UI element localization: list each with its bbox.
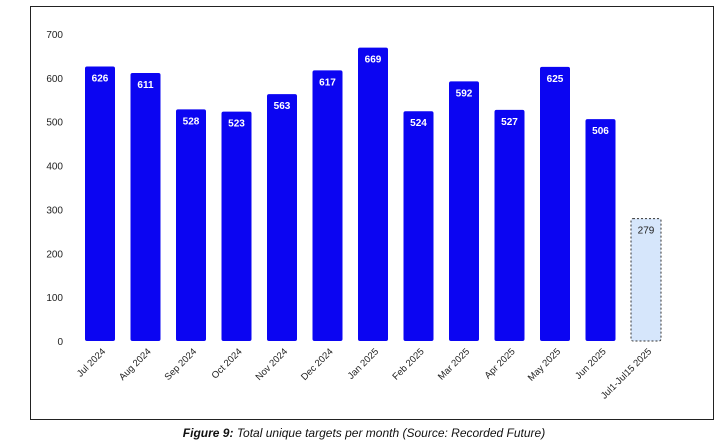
figure-caption: Figure 9: Total unique targets per month… — [0, 426, 728, 440]
x-tick-label: Oct 2024 — [210, 346, 245, 381]
y-tick-label: 200 — [46, 249, 63, 260]
bar-value-label: 523 — [228, 119, 245, 130]
x-tick-label: May 2025 — [526, 346, 563, 383]
y-tick-label: 0 — [57, 337, 63, 348]
x-tick-label: Nov 2024 — [254, 346, 291, 383]
x-tick-label: Feb 2025 — [390, 346, 426, 382]
bar — [312, 70, 343, 341]
x-tick-label: Jul 2024 — [75, 346, 108, 379]
y-tick-label: 500 — [46, 118, 63, 129]
bar — [85, 66, 115, 341]
x-tick-label: Sep 2024 — [163, 346, 200, 383]
bar — [176, 109, 206, 341]
y-tick-label: 300 — [46, 205, 63, 216]
bar-value-label: 506 — [592, 126, 609, 137]
bar — [130, 73, 161, 341]
bar-value-label: 669 — [365, 55, 382, 66]
x-tick-label: Aug 2024 — [117, 346, 154, 383]
y-tick-label: 600 — [46, 74, 63, 85]
bar-value-label: 524 — [410, 118, 427, 129]
x-tick-label: Jun 2025 — [573, 346, 608, 381]
x-tick-label: Apr 2025 — [483, 346, 518, 381]
bar-value-label: 528 — [183, 116, 200, 127]
bar — [540, 66, 570, 342]
y-tick-label: 400 — [46, 162, 63, 173]
bar — [403, 111, 434, 341]
bar — [221, 111, 252, 342]
caption-text: Total unique targets per month (Source: … — [236, 426, 546, 440]
bar — [630, 218, 662, 342]
bar-value-label: 527 — [501, 117, 518, 128]
bar-value-label: 592 — [456, 88, 473, 99]
bar-value-label: 617 — [319, 77, 336, 88]
bar — [267, 94, 297, 341]
bar-value-label: 625 — [547, 74, 564, 85]
x-tick-label: Mar 2025 — [436, 346, 472, 382]
bar-value-label: 611 — [137, 80, 154, 91]
bar — [449, 81, 479, 341]
bar — [358, 47, 388, 342]
bar-chart: 0 100 200 300 400 500 600 700 626 Jul 2024 611 Aug … — [46, 30, 662, 402]
bar — [494, 109, 525, 341]
caption-lead: Figure 9: — [182, 426, 234, 440]
bar — [585, 119, 616, 341]
bar-value-label: 626 — [92, 73, 109, 84]
x-tick-label: Jan 2025 — [346, 346, 381, 381]
bar-value-label: 279 — [638, 226, 655, 237]
y-tick-label: 700 — [46, 30, 63, 41]
y-tick-label: 100 — [46, 293, 63, 304]
x-tick-label: Dec 2024 — [299, 346, 336, 383]
bar-value-label: 563 — [274, 101, 291, 112]
